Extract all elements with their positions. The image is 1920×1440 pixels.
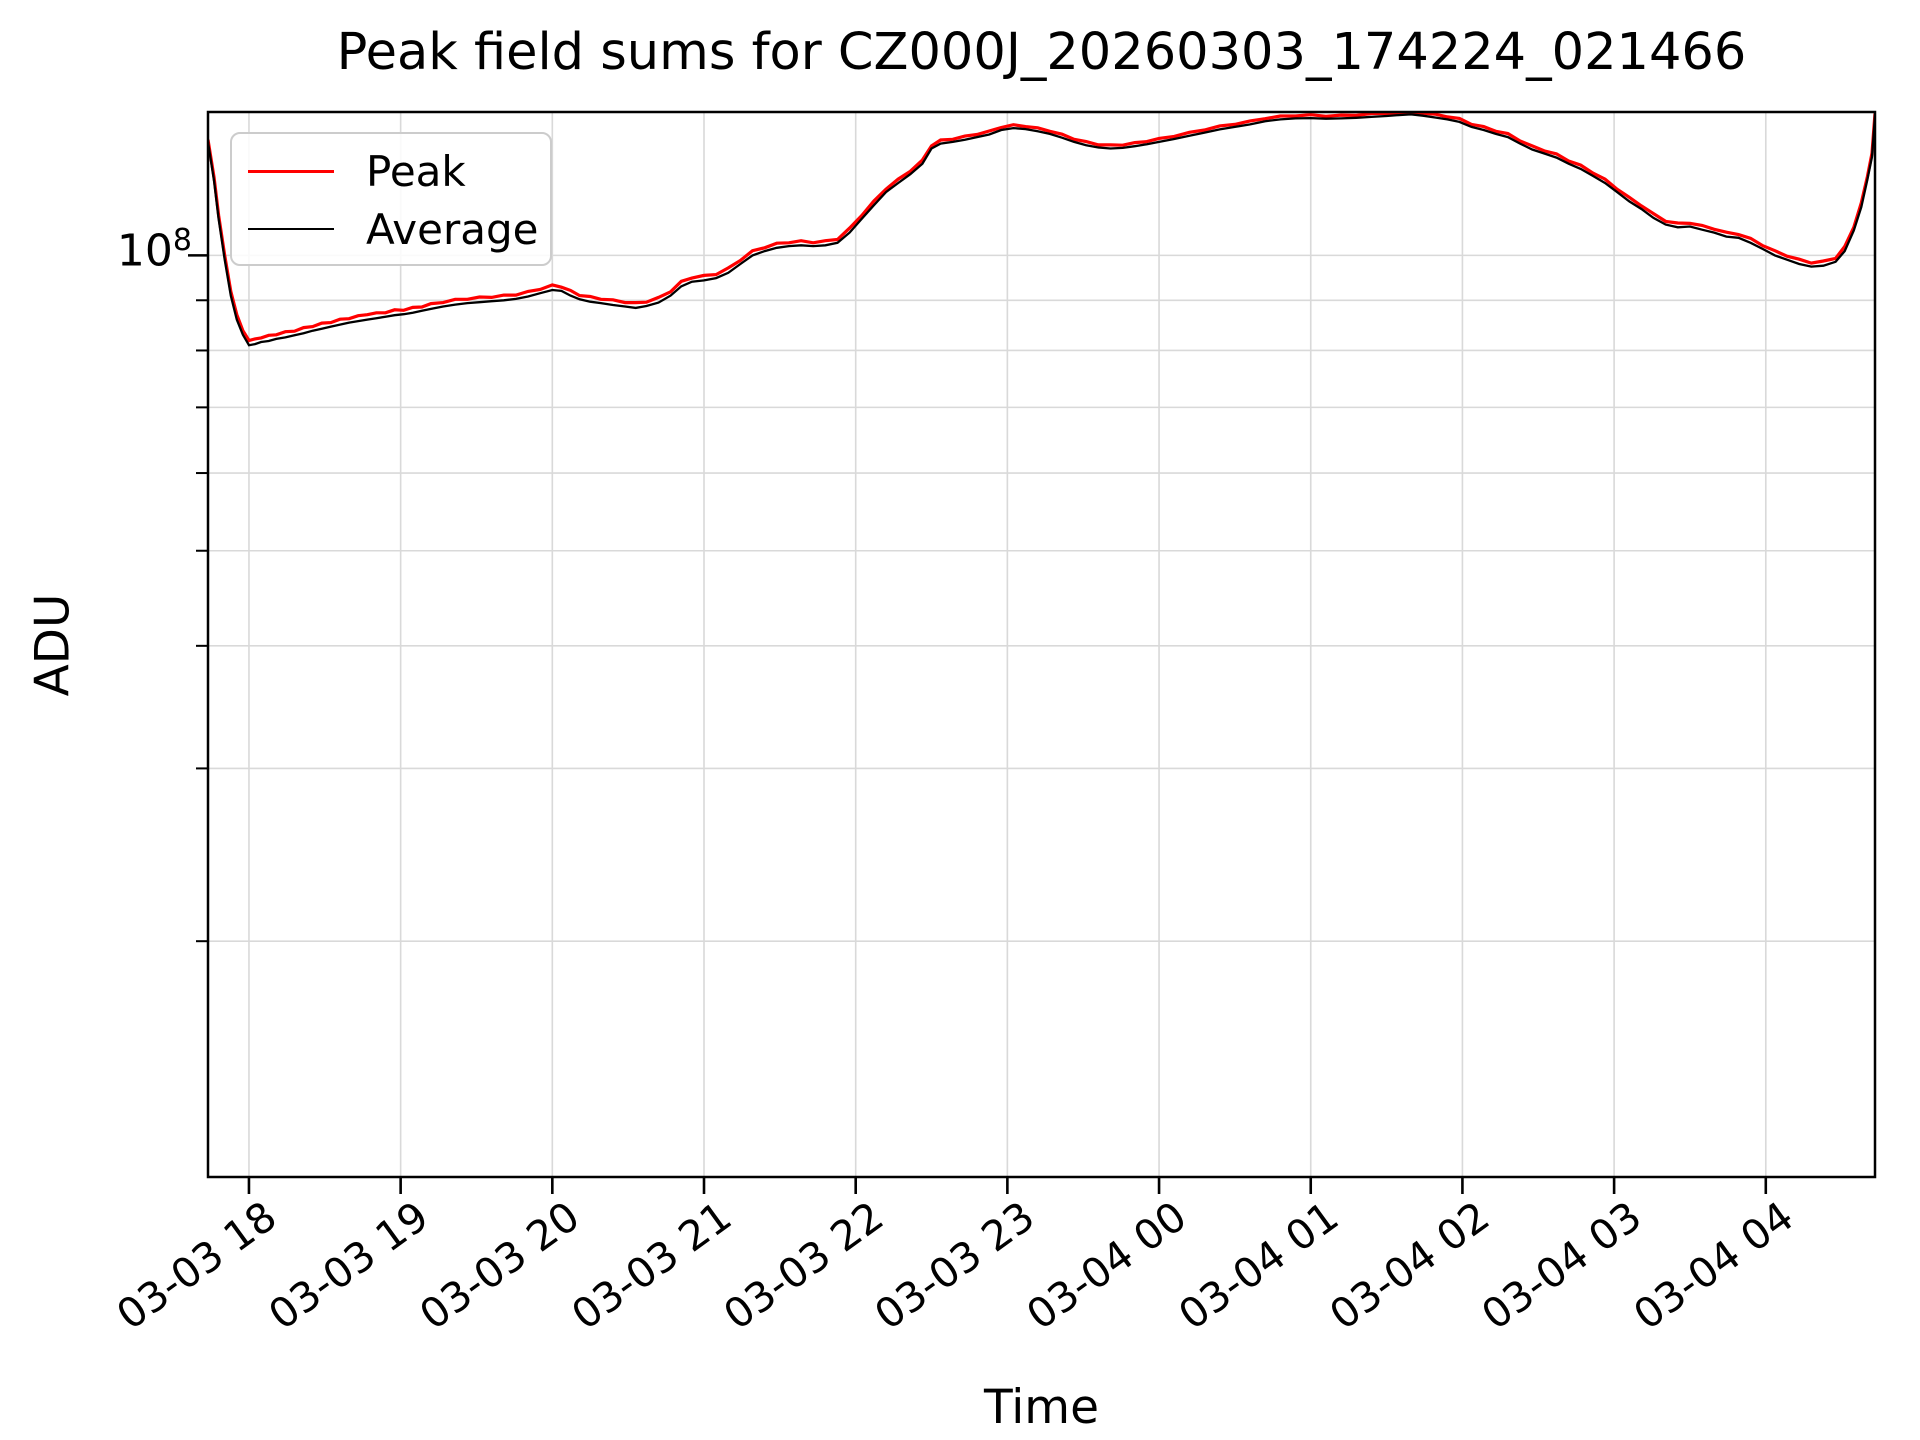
legend: Peak Average [230, 132, 552, 266]
legend-entry-peak: Peak [248, 142, 550, 200]
average-legend-line [248, 228, 334, 230]
tick-marks [188, 254, 1768, 1194]
legend-entry-average: Average [248, 200, 550, 258]
average-line [208, 113, 1875, 347]
average-legend-label: Average [366, 204, 539, 254]
peak-line [208, 112, 1875, 343]
x-axis-label: Time [983, 1380, 1100, 1435]
peak-legend-line [248, 169, 334, 173]
y-major-tick-label: 108 [117, 226, 192, 274]
y-major-tick-exponent: 8 [172, 223, 192, 258]
chart-title: Peak field sums for CZ000J_20260303_1742… [336, 23, 1747, 82]
gridlines [208, 112, 1875, 1177]
plot-frame [206, 110, 1877, 1179]
y-major-tick-base: 10 [116, 225, 173, 277]
peak-legend-label: Peak [366, 146, 466, 196]
